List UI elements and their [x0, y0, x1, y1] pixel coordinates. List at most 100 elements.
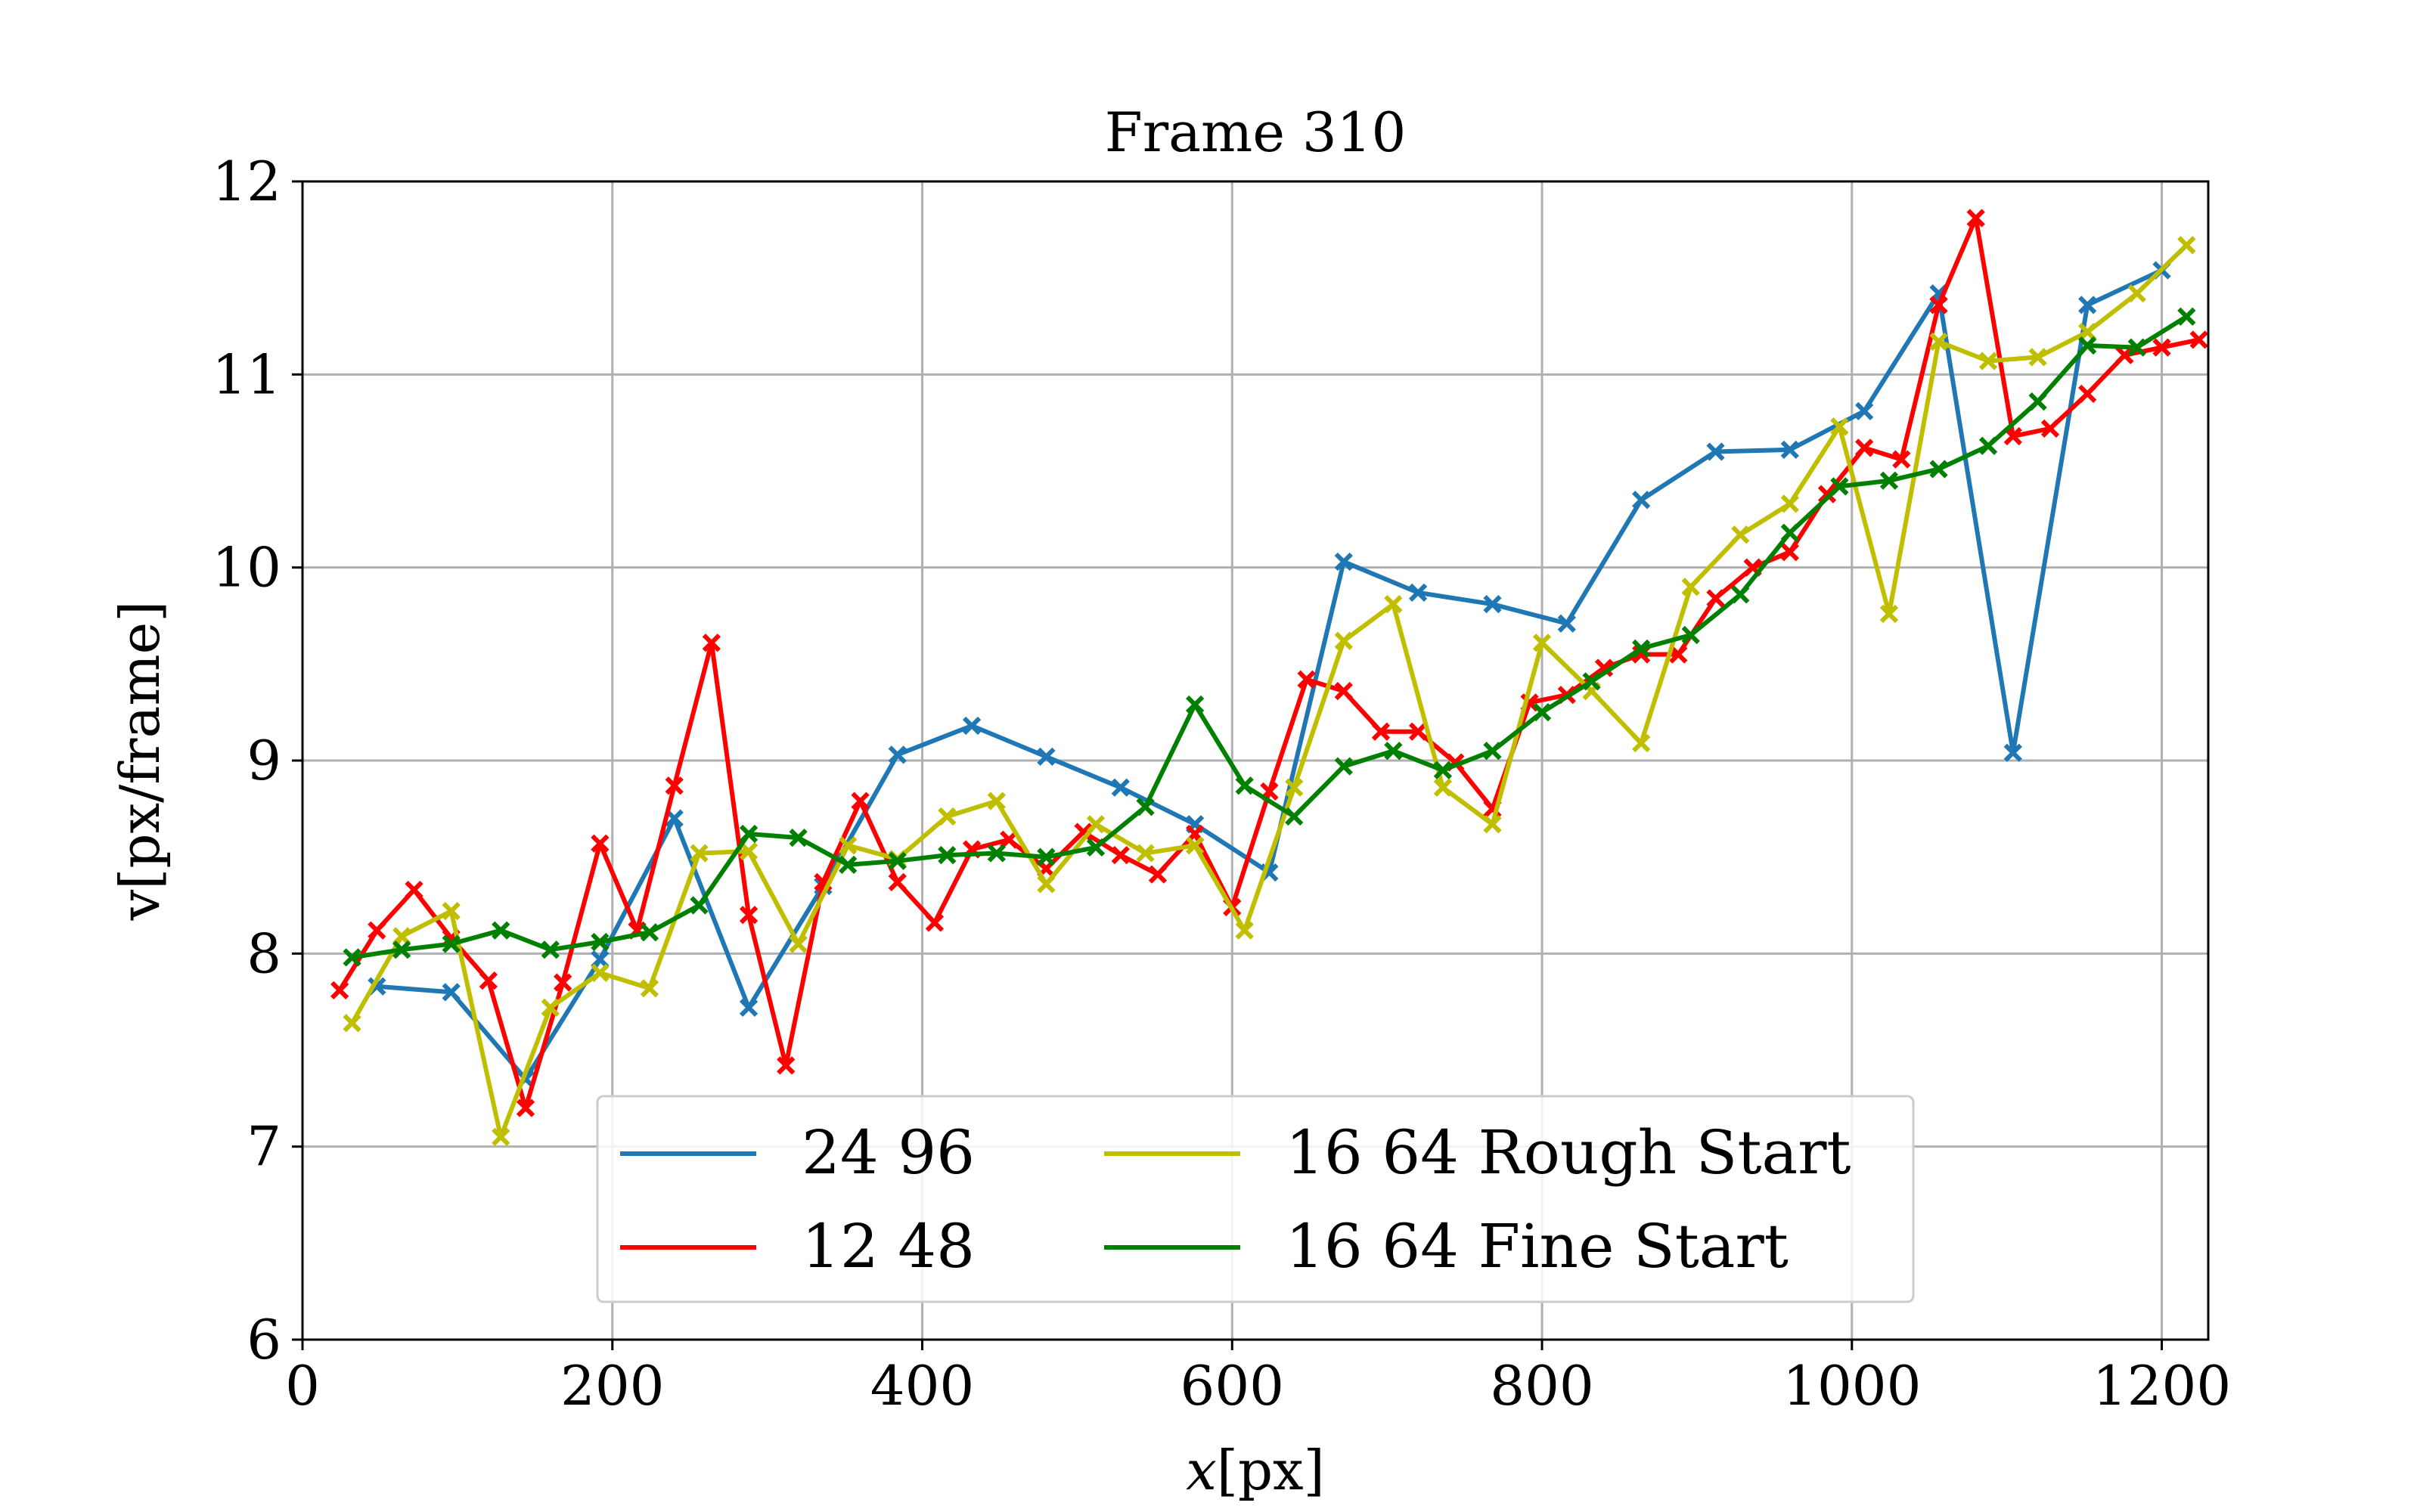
data-point-marker: [1136, 798, 1155, 816]
data-point-marker: [1235, 921, 1254, 940]
data-point-marker: [690, 896, 709, 915]
data-point-marker: [1532, 634, 1552, 652]
data-point-marker: [1929, 332, 1948, 352]
data-point-marker: [442, 983, 461, 1002]
data-point-marker: [343, 1014, 361, 1033]
data-point-marker: [1706, 442, 1725, 461]
data-point-marker: [492, 1127, 510, 1147]
data-point-marker: [789, 934, 808, 953]
data-point-marker: [702, 634, 721, 652]
data-point-marker: [839, 836, 858, 855]
data-point-marker: [2078, 296, 2097, 314]
data-point-marker: [1037, 747, 1056, 767]
data-point-marker: [1185, 836, 1205, 855]
x-tick-label: 0: [285, 1354, 320, 1418]
legend-item: 12 48: [620, 1211, 975, 1281]
data-point-marker: [1978, 436, 1998, 455]
data-point-marker: [392, 940, 411, 959]
data-point-marker: [1892, 450, 1911, 469]
data-point-marker: [1235, 776, 1254, 795]
data-point-marker: [1148, 865, 1168, 884]
y-tick-label: 6: [247, 1308, 281, 1371]
data-point-marker: [2115, 345, 2134, 364]
data-point-marker: [888, 745, 907, 764]
x-tick-label: 400: [870, 1354, 974, 1418]
data-point-marker: [1334, 757, 1353, 776]
data-point-marker: [516, 1098, 535, 1117]
data-point-marker: [1830, 477, 1849, 496]
data-point-marker: [554, 973, 572, 992]
data-point-marker: [2040, 419, 2060, 438]
data-point-marker: [690, 844, 709, 863]
x-axis-label: x[px]: [1186, 1439, 1324, 1502]
data-point-marker: [962, 716, 982, 736]
data-point-marker: [1111, 778, 1130, 797]
data-point-marker: [1681, 578, 1700, 596]
x-axis-label-unit: [px]: [1217, 1439, 1325, 1502]
data-point-marker: [1582, 672, 1601, 691]
data-point-marker: [1334, 631, 1353, 650]
data-point-marker: [640, 923, 659, 942]
data-point-marker: [330, 981, 349, 999]
data-point-marker: [442, 934, 461, 953]
data-point-marker: [591, 932, 610, 952]
series-3: [343, 236, 2196, 1147]
data-point-marker: [1433, 778, 1453, 797]
x-axis-label-variable: x: [1186, 1439, 1217, 1502]
legend-item: 16 64 Rough Start: [1104, 1117, 1851, 1188]
data-point-marker: [392, 927, 411, 946]
data-point-marker: [739, 998, 759, 1017]
series-line: [349, 242, 2190, 1139]
legend-label: 16 64 Rough Start: [1286, 1117, 1851, 1188]
data-point-marker: [1285, 807, 1304, 826]
legend-label: 16 64 Fine Start: [1286, 1211, 1789, 1281]
x-tick-label: 1000: [1782, 1354, 1921, 1418]
data-point-marker: [2127, 338, 2146, 357]
data-point-marker: [2028, 392, 2047, 411]
data-point-marker: [640, 979, 659, 998]
data-point-marker: [1371, 722, 1391, 741]
data-point-marker: [1297, 670, 1316, 689]
data-point-marker: [1706, 589, 1725, 608]
data-point-marker: [851, 792, 870, 810]
data-point-marker: [1074, 823, 1093, 841]
data-point-marker: [1681, 625, 1700, 645]
data-point-marker: [343, 948, 361, 967]
data-point-marker: [2003, 743, 2022, 762]
series-2: [330, 209, 2208, 1117]
series-4: [343, 307, 2196, 967]
data-point-marker: [2028, 348, 2047, 367]
x-tick-label: 200: [560, 1354, 664, 1418]
data-point-marker: [1384, 742, 1403, 761]
series-layer: [330, 209, 2208, 1147]
data-point-marker: [1384, 595, 1403, 614]
data-point-marker: [2127, 284, 2146, 303]
data-point-marker: [1879, 604, 1899, 624]
y-tick-label: 8: [247, 922, 281, 985]
data-point-marker: [2078, 384, 2097, 403]
data-point-marker: [368, 921, 386, 940]
data-point-marker: [1483, 742, 1502, 761]
data-point-marker: [2189, 330, 2208, 349]
data-point-marker: [2078, 323, 2097, 342]
data-point-marker: [1731, 525, 1750, 544]
data-point-marker: [1879, 471, 1899, 490]
legend-label: 12 48: [802, 1211, 975, 1281]
data-point-marker: [1780, 543, 1799, 562]
legend-item: 24 96: [620, 1117, 975, 1188]
data-point-marker: [2078, 336, 2097, 355]
legend-label: 24 96: [802, 1117, 975, 1188]
data-point-marker: [1780, 494, 1799, 513]
data-point-marker: [1037, 875, 1056, 894]
data-point-marker: [1594, 658, 1614, 677]
data-point-marker: [1086, 815, 1106, 834]
data-point-marker: [1136, 844, 1155, 863]
data-point-marker: [591, 834, 610, 853]
data-point-marker: [789, 829, 808, 847]
data-point-marker: [1817, 485, 1837, 503]
data-point-marker: [739, 841, 759, 861]
data-point-marker: [987, 792, 1006, 810]
data-point-marker: [591, 963, 610, 982]
data-point-marker: [541, 998, 560, 1017]
